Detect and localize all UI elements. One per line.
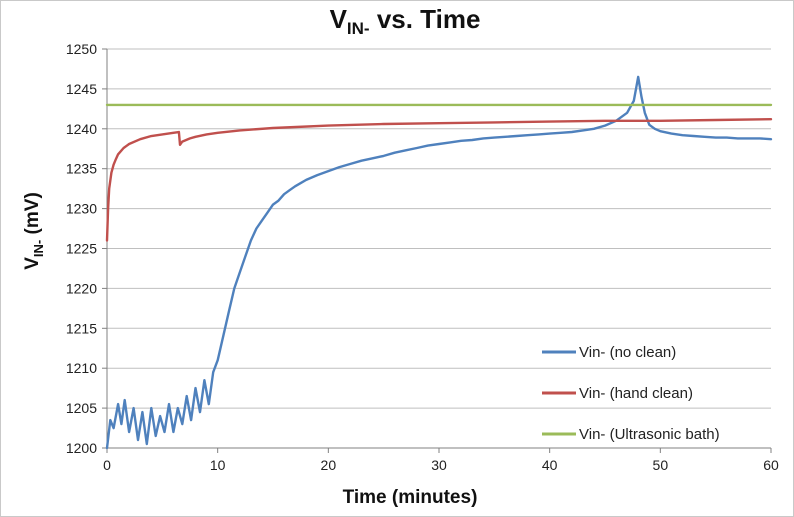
x-tick-label: 60 [763, 457, 779, 473]
gridlines [107, 48, 771, 409]
legend-label: Vin- (no clean) [579, 344, 676, 361]
tick-labels: 1200 1205 1210 1215 1220 1225 1230 1235 1240 1245… [66, 41, 779, 473]
y-tick-label: 1250 [66, 41, 97, 57]
series-line-2 [105, 117, 773, 242]
y-tick-label: 1245 [66, 81, 97, 97]
y-tick-label: 1225 [66, 241, 97, 257]
legend-label: Vin- (hand clean) [579, 385, 693, 402]
y-tick-label: 1215 [66, 320, 97, 336]
x-tick-label: 50 [653, 457, 669, 473]
legend: Vin- (no clean) Vin- (hand clean) Vin- (Ul… [542, 344, 720, 443]
legend-label: Vin- (Ultrasonic bath) [579, 426, 720, 443]
y-axis-title: VIN- (mV) [22, 192, 46, 270]
y-tick-label: 1210 [66, 360, 97, 376]
series-lines [105, 75, 773, 450]
x-tick-label: 20 [321, 457, 337, 473]
x-axis-title: Time (minutes) [343, 487, 478, 508]
x-tick-label: 40 [542, 457, 558, 473]
axes [102, 48, 772, 453]
x-tick-label: 10 [210, 457, 226, 473]
series-line-1 [105, 75, 773, 450]
y-tick-label: 1230 [66, 201, 97, 217]
y-tick-label: 1220 [66, 280, 97, 296]
y-tick-label: 1200 [66, 440, 97, 456]
y-tick-label: 1235 [66, 161, 97, 177]
chart-title: VIN- vs. Time [330, 4, 481, 38]
y-tick-label: 1240 [66, 121, 97, 137]
x-tick-label: 0 [103, 457, 111, 473]
x-tick-label: 30 [431, 457, 447, 473]
y-tick-label: 1205 [66, 400, 97, 416]
